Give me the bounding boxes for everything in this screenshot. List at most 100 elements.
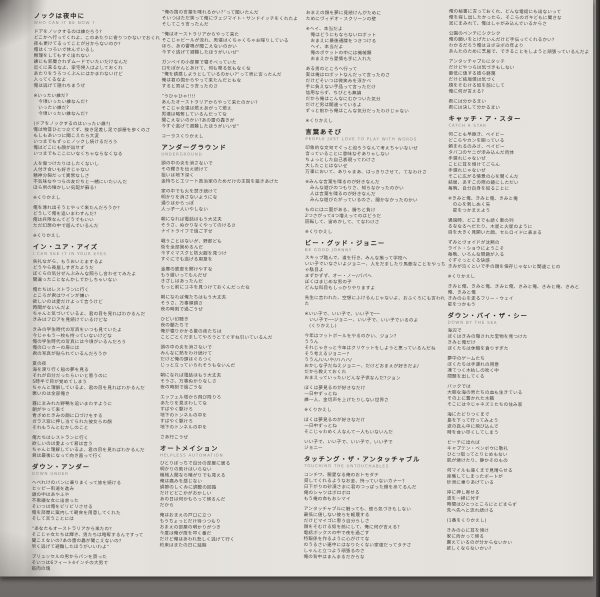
lyric-line: それもうんとむかしのこと xyxy=(32,425,89,432)
lyric-stanza: アンタッチャブルにタッチ だけどやつらは気づきもしない 最低に値する彼ら軽蔑 だけど結… xyxy=(449,60,591,97)
lyric-line: ことごとくだましてやろうとてぐすね引いているんだ xyxy=(160,334,273,341)
lyric-stanza: ※くりかえし xyxy=(305,119,450,126)
song-header: キャッチ・ア・スター CATCH A STAR xyxy=(448,116,590,129)
lyric-stanza: さあ行こうぜ xyxy=(160,435,302,442)
lyrics-column-3: おまえの顔を夢に見続けんがために ためにヴィデオ・スクリーンの壁 ※ヘイ、本当だよ … xyxy=(304,11,451,565)
song-title-en: HELPLESS AUTOMATION xyxy=(160,451,224,458)
lyric-stanza: (ドアをノックするのはいったい誰?) 俺は物音ひとつ立てず、抜き足差し足で部屋を歩… xyxy=(33,121,171,158)
lyric-stanza: “うひゃひゃ!!!! あんたオーストラリアからやって来たのかい? そこじゃ女達は燃え… xyxy=(161,94,303,131)
lyric-line: 今すぐ逃げて避難したほうがいいぜ” xyxy=(161,50,240,56)
lyrics-column-1: ノックは夜中に WHO CAN IT BE NOW ? ドアをノックするのは誰だろう… xyxy=(31,10,171,577)
lyric-stanza: ぼくは夢見るのが好きなだけ 一日中ずっとね 誰一人、金切声を上げたりしない世界さ xyxy=(304,386,449,405)
lyric-line: 肌が焼けたり、静かそのもの xyxy=(446,458,508,464)
lyrics-column-4: 俺の秘書に言っておくれ、どんな電話にも出ないって 俺を探し出したかったら、そこらの… xyxy=(447,10,591,558)
lyric-line: 俺は逃げて隠れちまうぜ xyxy=(33,83,86,89)
lyric-stanza: いい子で、いい子で、いい子で、いい子で ジョニー xyxy=(304,440,449,453)
song-header: ノックは夜中に WHO CAN IT BE NOW ? xyxy=(34,13,172,26)
lyric-stanza: コーラスくりかえし xyxy=(161,134,303,141)
song-header: イン・ユア・アイズ I CAN SEE IT IN YOUR EYES xyxy=(33,243,171,256)
lyric-stanza: 俺たちはレストランに行く ところが君はワインが嫌い 欲しいのは愛だけよって言うけど時… xyxy=(33,288,171,325)
lyric-stanza: ひどい幻聴き 夜の闇たちで 俺が寝りかかる夏の夜たちは ことごとくだましてやろうとてぐ… xyxy=(161,317,303,342)
lyric-line: 欲しくならないかい? xyxy=(446,546,492,552)
lyric-line: いい子でいなさいよジョニー、人をだましたり馬鹿なことをやっちゃ駄目よ xyxy=(304,262,446,274)
lyric-stanza: 夏の夜 海を渡り行く船の夢を見る それが自分だったらいいと思うのに 5時半で目が覚めて… xyxy=(32,362,170,399)
lyric-line: 時を食い尽くしてしまう xyxy=(447,430,499,436)
lyric-line: 今すぐ逃げて避難したほうがいいぜ” xyxy=(161,124,240,130)
lyric-stanza: 俺たちはレストランに行く 欲しいのは愛よって君は言う ちゃんと理解しているよ、君の目… xyxy=(32,436,170,461)
lyric-stanza: エッフェル塔から飛び降りろ あたりを見まわしてな すばやく駆けろ 地下のトンネルの中を… xyxy=(160,395,302,432)
lyric-line: (くりかえし) xyxy=(304,324,337,330)
lyric-stanza: 朝になれば電話はもう大丈夫 そうさ、万事ぬかりなしさ 夜の時刻で過ごうな xyxy=(160,373,302,392)
lyric-stanza: アンタッチャブルに触っても、彼ら気づきもしない 最低に値しない彼らを軽蔑する だけど… xyxy=(304,507,449,562)
lyric-stanza: 人を傷つけたりはしたくないし 人付き合いも好きじゃない 精神分裂だって異常なしさ 不気… xyxy=(33,161,171,192)
lyric-stanza: 頭の中の炎を消さないで みんなに熱をわけ続けて だけど俺の頭はぐらつく じっと立ってい… xyxy=(160,345,302,370)
lyric-line: 先生に言われた、空想にふけるんじゃないよ、おふくろにも言われた xyxy=(304,296,446,308)
song-header: アンダーグラウンド UNDERGROUND xyxy=(161,144,303,157)
lyric-line: 砂洲に乗りあげている xyxy=(446,480,494,486)
lyric-stanza: おまえの顔を夢に見続けんがために ためにヴィデオ・スクリーンの壁 xyxy=(306,11,451,24)
lyric-line: ※くりかえし xyxy=(305,119,333,125)
lyric-line: 早く逃げて避難したほうがいいわよ” xyxy=(31,544,110,550)
lyric-stanza: ※ヘイ、本当だよ 俺はどうにもならないロボット おまえに最後通牒をつきつける ヘ… xyxy=(306,27,451,64)
lyric-line: そしてこう言ったんだ xyxy=(161,22,209,28)
scan-right-edge xyxy=(596,0,600,597)
lyric-line: 間違ったことなんかしでかしちゃいない xyxy=(32,277,118,284)
lyric-stanza: 印象的な文句でぐっと迫ろうなんて考えちゃいないぜ 言っていることに意味なぞありゃし… xyxy=(305,146,450,177)
lyric-line: ためにヴィデオ・スクリーンの壁 xyxy=(305,17,377,23)
lyric-line: 俺の背中はまんまるだからな xyxy=(303,554,365,560)
lyric-line: そして言うことには xyxy=(31,516,74,522)
lyric-stanza: 朝になれば電話はもう大丈夫 そうさ、ぬかりなくやってのけるさ ナイトライフで過ごすぜ xyxy=(161,217,303,236)
lyric-line: きみが泣くといで手の顔を保存じゃないと間違ことの xyxy=(447,264,561,270)
lyric-line: 約束はまたの日に延期 xyxy=(159,543,207,549)
lyric-stanza: 頭の中の炎を消さないで その輝きを伝え続けて 狙いは地下深く 金持ちとエリート政治家の… xyxy=(161,161,303,186)
lyric-line: 地下のトンネルの中を xyxy=(160,424,208,431)
lyric-stanza: “あなたもオーストラリアから来たの? そこじゃ女たちは輝き、男たちは略奪するんです… xyxy=(32,526,170,551)
lyric-stanza: コンチワ、親愛なる俺のおトモダチ 貸してくれるようなお金、持っていないカナー? 日下… xyxy=(304,473,449,504)
lyric-line: さあ行こうぜ xyxy=(160,434,189,441)
song-header: ビー・グッド・ジョニー BE GOOD JOHNNY xyxy=(305,240,450,253)
lyric-line: みんな遊びたがっているのさ、聞かなかったのかい xyxy=(305,197,418,204)
lyric-stanza: 先生に言われた、空想にふけるんじゃないよ、おふくろにも言われた xyxy=(305,296,450,309)
lyric-line: ジョニー xyxy=(304,446,323,452)
lyric-stanza: ある男のところへ行って 実は俺はロボットなんだって言ったのさ だけどそいつは微笑みを… xyxy=(305,67,450,116)
lyric-line: 俺に何が言える? xyxy=(448,89,484,95)
lyric-line: 筋肉の塊 xyxy=(31,566,51,572)
lyric-stanza: 何マイルも遠くまで見晴らせる 座礁してしまったボートが 砂洲に乗りあげている xyxy=(447,469,589,488)
lyric-stanza: ぼくは夢見るのが好きなだけ 一日中ずっとね そこじゃわめく人なんて一人もいないんだ xyxy=(304,418,449,437)
song-header: ダウン・アンダー DOWN UNDER xyxy=(32,464,170,477)
lyric-stanza: ※きみと俺、きみと俺、きみと俺 の心を刺しぬく矢 星をつかまえよう xyxy=(448,196,590,215)
song-header: タッチング・ザ・アンタッチャブル TOUCHING THE UNTOUCHABLE… xyxy=(304,456,449,469)
lyric-stanza: 夢中のゲームたち ぼくたちは手遅れの用意 凍てつく木枯しの吹く中 問題を出してくる xyxy=(447,357,589,382)
paper-bottom-edge-shadow xyxy=(0,576,593,577)
song-title-en: DOWN BY THE SEA xyxy=(447,319,498,325)
lyric-line: もう俺の命もおシマイ xyxy=(303,496,351,502)
lyric-line: 万事において、ありゃまあ、はっきりさせて、てなわけさ xyxy=(305,169,427,176)
lyric-line: 金持ちとエリート政治家のためだけの王国を築きあげた xyxy=(161,178,279,185)
lyric-stanza: ※くりかえし xyxy=(305,230,450,237)
lyric-stanza: “俺の国の言葉を喋れるかい?”って聞いたんだ そいつはただ笑って俺にヴェジマイト・… xyxy=(162,10,304,29)
lyric-stanza: 岸に押し寄せる 波を一掃に付す 時間はひとつところにとどまらず 先へ先へと流れ続ける xyxy=(447,491,589,516)
lyric-line: 誰一人、金切声を上げたりしない世界さ xyxy=(304,398,389,404)
lyric-line: いつまでもここにいなくちゃならなくなる xyxy=(33,151,123,157)
lyric-stanza: “俺はオーストラリアからやって来た そこじゃビールが流れ、男達はくちゃくちゃお喋り… xyxy=(162,32,304,57)
lyric-stanza: 公園のベンチにシクシク 俺の願いをとげたいんだけど手伝ってくれるかい? わかるだろう… xyxy=(449,32,591,57)
lyric-line: どんな科目もしっかりやりますよ xyxy=(304,286,376,292)
song-title-en: TOUCHING THE UNTOUCHABLES xyxy=(303,463,390,469)
lyric-stanza: 君には分かるまい 君には決して分かるまい xyxy=(449,100,591,113)
lyric-line: ほら例の懐かしい気配が蘇る! xyxy=(33,185,97,191)
lyric-stanza: バックでは 大胆な海の男たちの血も生きている その上に置かれた木箱 そこには今じゃネズ… xyxy=(447,385,589,410)
paper-content: ノックは夜中に WHO CAN IT BE NOW ? ドアをノックするのは誰だろう… xyxy=(31,10,591,577)
lyric-stanza: ずみとヴォイドが沈黙の ライト・ショウにようこそ 毎晩、いろんな問題が入る ぐずぐっと… xyxy=(448,240,590,271)
lyric-stanza: ドアをノックするのは誰だろう? どこかへ行ってくれよ、このあたりに寄りつかないでお… xyxy=(34,29,172,90)
lyric-stanza: 俺はおまえの戸口に立つ もうちょっとだけ待つつもり おまえの部屋の明かりがつき 今度は… xyxy=(160,513,302,550)
lyric-line: 星をつかまえよう xyxy=(448,208,491,214)
lyric-line: 君は最後になって向き直って行く xyxy=(31,453,103,460)
lyric-stanza: きみと俺、きみと俺、きみと俺、きみと俺、きみと俺、きみと 俺、きみと俺 きみの心を走… xyxy=(448,284,590,309)
lyric-stanza: 金庫の鉄扉を開けやすな もう遅いってもんだぜ きざしはあったんだ もっと前にコネを見つ… xyxy=(161,267,303,292)
lyric-line: すると男はこう言ったのさ xyxy=(161,84,219,90)
lyric-stanza: (1番をくりかえし) xyxy=(447,519,589,526)
lyric-line: 問題を出してくる xyxy=(447,374,485,380)
lyric-stanza: ブリュッセルの男からパンを買った そいつは6フィート4インチの大男で 筋肉の塊 xyxy=(32,554,170,573)
lyric-line: そこには今じゃネズミたちの住み家 xyxy=(447,402,523,408)
